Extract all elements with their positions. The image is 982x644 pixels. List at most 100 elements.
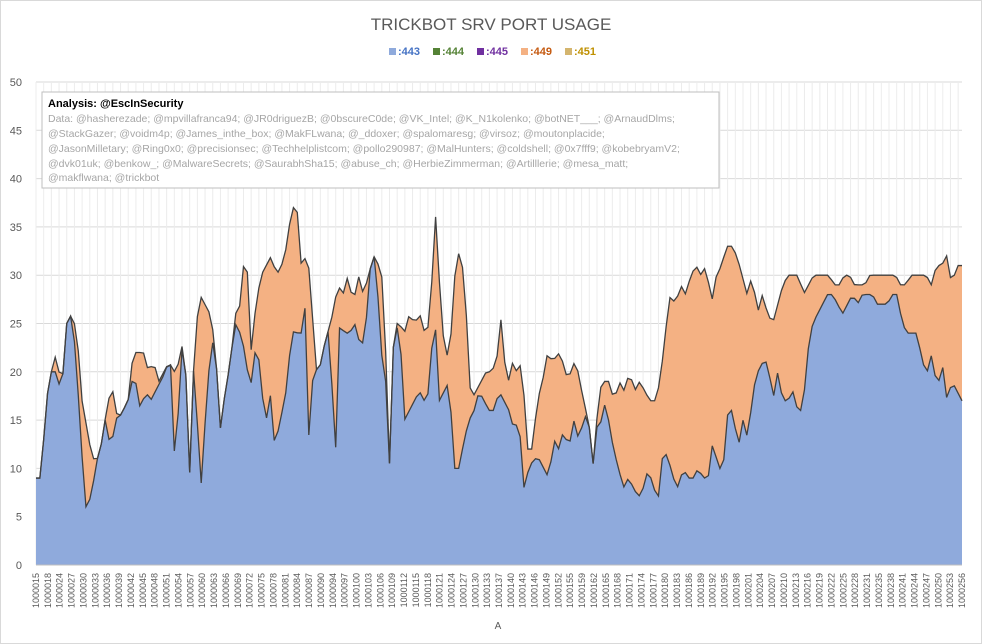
- x-tick-label: 1000100: [352, 573, 362, 608]
- x-tick-label: 1000112: [399, 573, 409, 607]
- x-tick-label: 1000244: [910, 573, 920, 608]
- x-tick-label: 1000036: [102, 573, 112, 608]
- x-tick-label: 1000207: [767, 573, 777, 608]
- x-tick-label: 1000137: [494, 573, 504, 608]
- x-tick-label: 1000231: [862, 573, 872, 608]
- y-tick-label: 10: [10, 463, 22, 475]
- x-tick-label: 1000060: [197, 573, 207, 608]
- x-tick-label: 1000084: [292, 573, 302, 608]
- x-axis-label: A: [495, 621, 502, 632]
- x-tick-label: 1000030: [78, 573, 88, 608]
- y-tick-label: 35: [10, 222, 22, 234]
- plot-areas: [36, 206, 963, 566]
- legend-label: :444: [442, 46, 465, 58]
- x-tick-label: 1000210: [779, 573, 789, 608]
- legend-label: :445: [486, 46, 508, 58]
- series-449-area: [36, 207, 962, 507]
- x-tick-label: 1000103: [363, 573, 373, 608]
- x-tick-label: 1000225: [838, 573, 848, 608]
- series-443-area: [36, 256, 962, 565]
- x-tick-label: 1000183: [672, 573, 682, 608]
- x-tick-label: 1000253: [945, 573, 955, 608]
- y-axis: 0 5 10 15 20 25 30 35 40 45 50: [10, 77, 22, 572]
- x-tick-label: 1000149: [541, 573, 551, 608]
- x-tick-label: 1000066: [221, 573, 231, 608]
- annotation-heading: Analysis: @EscInSecurity: [48, 98, 184, 110]
- x-tick-label: 1000078: [268, 573, 278, 608]
- annotation-line-3: @JasonMilletary; @Ring0x0; @precisionsec…: [48, 143, 680, 155]
- x-tick-label: 1000054: [173, 573, 183, 608]
- legend: :443 :444 :445 :449 :451: [389, 46, 596, 58]
- legend-label: :449: [530, 46, 552, 58]
- legend-label: :443: [398, 46, 420, 58]
- x-tick-label: 1000039: [114, 573, 124, 608]
- x-tick-label: 1000195: [720, 573, 730, 608]
- annotation-line-5: @makflwana; @trickbot: [48, 172, 159, 184]
- x-tick-label: 1000057: [185, 573, 195, 608]
- x-tick-label: 1000186: [684, 573, 694, 608]
- x-tick-label: 1000238: [886, 573, 896, 608]
- chart-title: TRICKBOT SRV PORT USAGE: [371, 15, 612, 34]
- x-tick-label: 1000152: [553, 573, 563, 608]
- legend-swatch: [521, 48, 528, 55]
- y-tick-label: 30: [10, 270, 22, 282]
- x-tick-label: 1000097: [340, 573, 350, 608]
- x-tick-label: 1000216: [803, 573, 813, 608]
- y-tick-label: 15: [10, 415, 22, 427]
- x-tick-label: 1000024: [55, 573, 65, 608]
- legend-swatch: [477, 48, 484, 55]
- x-tick-label: 1000045: [138, 573, 148, 608]
- x-tick-label: 1000241: [898, 573, 908, 608]
- x-tick-label: 1000051: [162, 573, 172, 608]
- x-tick-label: 1000015: [31, 573, 41, 608]
- annotation-box: Analysis: @EscInSecurity Data: @hasherez…: [41, 91, 720, 189]
- x-tick-label: 1000130: [470, 573, 480, 608]
- x-tick-label: 1000118: [423, 573, 433, 607]
- x-tick-label: 1000201: [743, 573, 753, 608]
- y-tick-label: 40: [10, 174, 22, 186]
- x-tick-label: 1000159: [577, 573, 587, 608]
- y-tick-label: 45: [10, 125, 22, 137]
- x-tick-label: 1000109: [387, 573, 397, 608]
- legend-swatch: [389, 48, 396, 55]
- annotation-frame: [41, 91, 720, 189]
- y-tick-label: 20: [10, 367, 22, 379]
- y-tick-label: 0: [16, 560, 22, 572]
- x-tick-label: 1000127: [458, 573, 468, 608]
- x-tick-label: 1000192: [708, 573, 718, 608]
- x-tick-label: 1000042: [126, 573, 136, 608]
- x-tick-label: 1000048: [150, 573, 160, 608]
- total-top-line: [36, 206, 962, 479]
- x-tick-label: 1000180: [660, 573, 670, 608]
- y-tick-label: 5: [16, 512, 22, 524]
- legend-swatch: [433, 48, 440, 55]
- annotation-line-4: @dvk01uk; @benkow_; @MalwareSecrets; @Sa…: [48, 158, 628, 170]
- x-tick-label: 1000018: [43, 573, 53, 608]
- y-tick-label: 25: [10, 319, 22, 331]
- x-tick-label: 1000069: [233, 573, 243, 608]
- x-tick-label: 1000250: [933, 573, 943, 608]
- x-tick-label: 1000235: [874, 573, 884, 608]
- x-tick-label: 1000124: [447, 573, 457, 608]
- x-tick-label: 1000177: [648, 573, 658, 608]
- x-tick-label: 1000143: [518, 573, 528, 608]
- x-tick-label: 1000256: [957, 573, 967, 608]
- x-tick-label: 1000162: [589, 573, 599, 608]
- x-tick-label: 1000228: [850, 573, 860, 608]
- x-tick-label: 1000121: [435, 573, 445, 608]
- x-tick-label: 1000094: [328, 573, 338, 608]
- x-tick-label: 1000072: [245, 573, 255, 608]
- x-tick-label: 1000063: [209, 573, 219, 608]
- legend-label: :451: [574, 46, 596, 58]
- x-tick-label: 1000171: [625, 573, 635, 608]
- x-tick-label: 1000213: [791, 573, 801, 608]
- x-tick-label: 1000140: [506, 573, 516, 608]
- annotation-line-2: @StackGazer; @voidm4p; @James_inthe_box;…: [48, 128, 605, 140]
- x-tick-label: 1000033: [90, 573, 100, 608]
- x-tick-label: 1000174: [636, 573, 646, 608]
- legend-swatch: [565, 48, 572, 55]
- annotation-line-1: Data: @hasherezade; @mpvillafranca94; @J…: [48, 113, 675, 125]
- x-tick-label: 1000198: [731, 573, 741, 608]
- x-tick-label: 1000090: [316, 573, 326, 608]
